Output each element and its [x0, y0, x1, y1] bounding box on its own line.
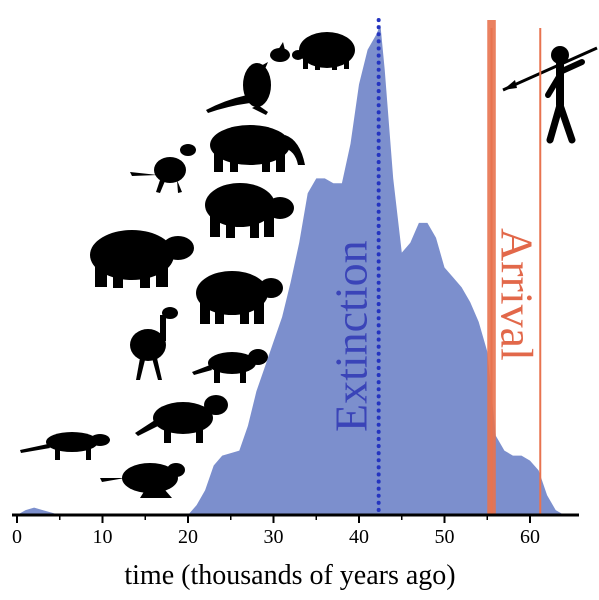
glyptodont-silhouette — [292, 32, 355, 70]
human-spear-silhouette — [502, 46, 598, 144]
extinction-label: Extinction — [326, 240, 377, 432]
wombat-silhouette — [196, 271, 283, 324]
megafauna-silhouettes — [20, 32, 598, 498]
quoll-silhouette — [135, 395, 228, 443]
x-axis: 0 10 20 30 40 50 60 — [12, 513, 579, 548]
genyornis-silhouette — [130, 307, 178, 380]
x-tick-label: 50 — [435, 526, 455, 548]
sthenurine-silhouette — [100, 463, 185, 498]
palorchestes-silhouette — [210, 125, 305, 172]
x-tick-label: 60 — [520, 526, 540, 548]
small-kangaroo-silhouette — [130, 144, 196, 193]
plot-area — [17, 18, 573, 517]
kangaroo-silhouette — [206, 42, 290, 115]
x-tick-label: 30 — [264, 526, 284, 548]
x-axis-label: time (thousands of years ago) — [124, 560, 455, 591]
x-tick-label: 0 — [12, 526, 22, 548]
x-tick-label: 10 — [93, 526, 113, 548]
x-tick-label: 40 — [349, 526, 369, 548]
thylacine-silhouette — [20, 432, 110, 460]
x-tick-label: 20 — [178, 526, 198, 548]
density-area-0 — [17, 24, 573, 516]
thylacoleo-silhouette — [192, 349, 268, 383]
giant-wombat-silhouette — [90, 230, 194, 288]
diprotodon-silhouette — [205, 183, 294, 238]
arrival-label: Arrival — [492, 228, 543, 361]
